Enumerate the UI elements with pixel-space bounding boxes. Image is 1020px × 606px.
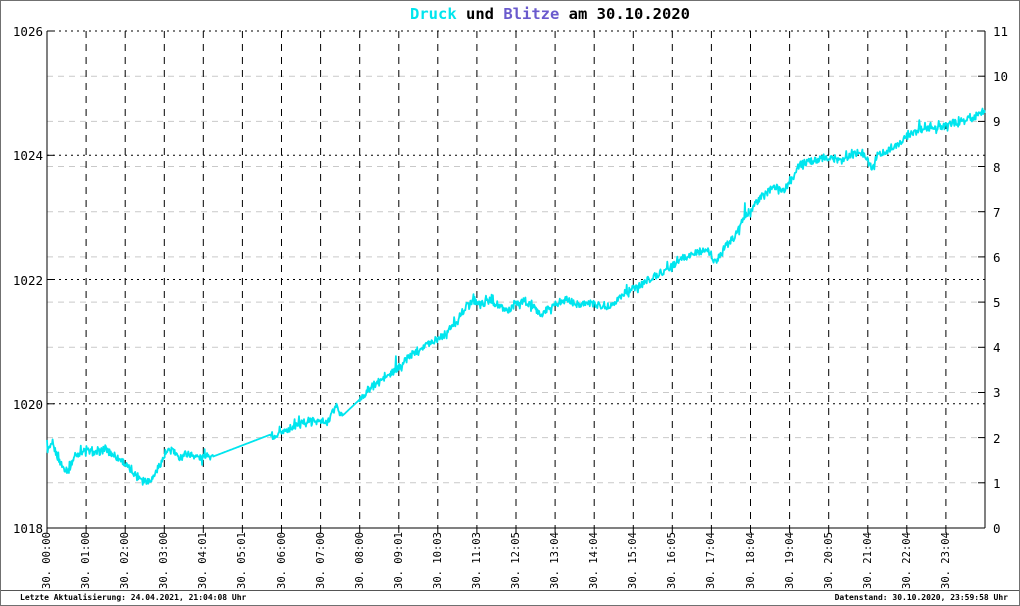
x-axis-tick-label: 30. 04:01 <box>197 532 210 589</box>
x-axis-tick-label: 30. 14:04 <box>588 532 601 589</box>
x-axis-tick-label: 30. 16:05 <box>666 532 679 589</box>
y-axis-right-tick-label: 11 <box>993 24 1009 39</box>
footer-separator <box>1 590 1019 591</box>
x-axis-tick-label: 30. 00:00 <box>41 532 53 589</box>
y-axis-left-tick-label: 1020 <box>12 396 43 412</box>
y-axis-right-tick-label: 7 <box>993 204 1001 220</box>
x-axis-tick-label: 30. 07:00 <box>314 532 327 589</box>
y-axis-right-tick-label: 1 <box>993 475 1001 491</box>
x-axis-tick-label: 30. 18:04 <box>744 532 757 589</box>
x-axis-tick-label: 30. 02:00 <box>119 532 132 589</box>
y-axis-right-tick-label: 4 <box>993 340 1001 356</box>
y-axis-right-tick-label: 3 <box>993 385 1001 401</box>
y-axis-right-tick-label: 9 <box>993 114 1001 130</box>
y-axis-right-tick-label: 8 <box>993 159 1001 175</box>
title-blitze: Blitze <box>503 5 560 23</box>
x-axis-tick-label: 30. 13:04 <box>549 532 562 589</box>
title-druck: Druck <box>410 5 457 23</box>
x-axis-tick-label: 30. 19:04 <box>783 532 796 589</box>
y-axis-right-tick-label: 10 <box>993 69 1009 85</box>
title-und: und <box>456 5 504 23</box>
x-axis-tick-label: 30. 21:04 <box>861 532 874 589</box>
y-axis-left-tick-label: 1026 <box>12 24 43 39</box>
x-axis-tick-label: 30. 11:03 <box>470 532 483 589</box>
x-axis-tick-label: 30. 09:01 <box>392 532 405 589</box>
y-axis-right-tick-label: 6 <box>993 249 1001 265</box>
y-axis-left-tick-label: 1018 <box>12 521 43 536</box>
footer-data-timestamp: Datenstand: 30.10.2020, 23:59:58 Uhr <box>834 593 1008 602</box>
x-axis-tick-label: 30. 20:05 <box>822 532 835 589</box>
x-axis-tick-label: 30. 22:04 <box>900 532 913 589</box>
y-axis-left-tick-label: 1024 <box>12 148 43 164</box>
chart-title: Druck und Blitze am 30.10.2020 <box>81 5 1019 23</box>
y-axis-left-tick-label: 1022 <box>12 272 43 288</box>
y-axis-right-tick-label: 0 <box>993 521 1001 536</box>
x-axis-tick-label: 30. 17:04 <box>705 532 718 589</box>
druck-series-line <box>46 107 986 486</box>
x-axis-tick-label: 30. 01:00 <box>80 532 93 589</box>
x-axis-tick-label: 30. 03:00 <box>158 532 171 589</box>
x-axis-tick-label: 30. 05:01 <box>236 532 249 589</box>
x-axis-tick-label: 30. 08:00 <box>353 532 366 589</box>
title-date: am 30.10.2020 <box>559 5 690 23</box>
x-axis-tick-label: 30. 10:03 <box>431 532 444 589</box>
x-axis-tick-label: 30. 12:05 <box>510 532 522 589</box>
x-axis-tick-label: 30. 23:04 <box>939 532 952 589</box>
x-axis-tick-label: 30. 15:04 <box>627 532 640 589</box>
footer-last-update: Letzte Aktualisierung: 24.04.2021, 21:04… <box>20 593 247 602</box>
y-axis-right-tick-label: 5 <box>993 295 1001 311</box>
x-axis-tick-label: 30. 06:00 <box>275 532 288 589</box>
y-axis-right-tick-label: 2 <box>993 430 1001 446</box>
